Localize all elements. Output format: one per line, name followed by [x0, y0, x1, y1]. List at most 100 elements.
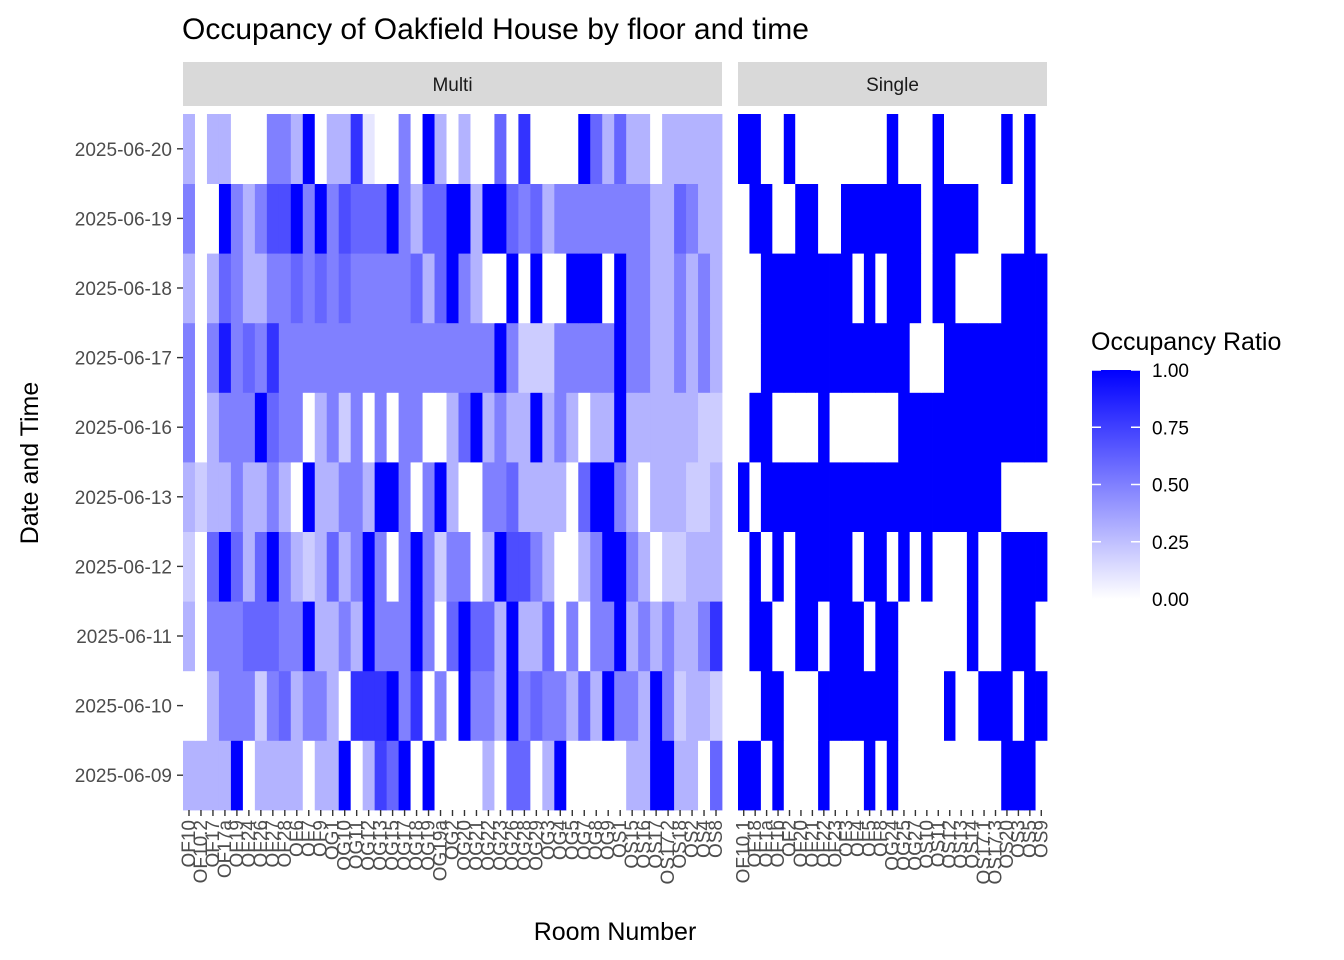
x-tick-label: OG4 — [550, 820, 571, 861]
heatmap-tile — [230, 601, 244, 672]
heatmap-tile — [749, 392, 762, 463]
heatmap-tile — [446, 114, 459, 184]
heatmap-tile — [818, 253, 830, 324]
heatmap-tile — [1024, 601, 1036, 672]
heatmap-tile — [638, 740, 651, 811]
heatmap-tile — [470, 670, 483, 741]
heatmap-tile — [921, 740, 933, 811]
heatmap-tile — [254, 392, 268, 463]
heatmap-tile — [446, 670, 459, 741]
heatmap-tile — [829, 531, 842, 602]
heatmap-tile — [772, 531, 785, 602]
heatmap-tile — [206, 392, 220, 463]
heatmap-tile — [829, 740, 842, 811]
heatmap-tile — [886, 670, 899, 741]
heatmap-tile — [362, 392, 376, 463]
heatmap-tile — [183, 183, 196, 254]
x-tick-label: OG20 — [454, 820, 475, 871]
heatmap-tile — [749, 114, 762, 184]
heatmap-tile — [1012, 462, 1025, 532]
heatmap-tile — [686, 670, 699, 741]
heatmap-tile — [254, 253, 268, 324]
heatmap-tile — [458, 740, 471, 811]
heatmap-tile — [909, 322, 922, 393]
heatmap-tile — [783, 740, 796, 811]
heatmap-tile — [674, 531, 687, 602]
x-tick-label: OG10 — [335, 820, 356, 871]
heatmap-tile — [518, 253, 531, 324]
heatmap-tile — [422, 670, 435, 741]
heatmap-tile — [398, 531, 411, 602]
heatmap-tile — [554, 253, 567, 324]
heatmap-tile — [1035, 462, 1048, 532]
heatmap-tile — [566, 183, 579, 254]
heatmap-tile — [434, 322, 447, 393]
heatmap-tile — [458, 322, 471, 393]
heatmap-tile — [410, 322, 423, 393]
heatmap-tile — [749, 322, 762, 393]
heatmap-tile — [1024, 531, 1036, 602]
heatmap-tile — [674, 253, 687, 324]
heatmap-tile — [944, 253, 956, 324]
heatmap-tile — [863, 670, 876, 741]
x-axis-title: Room Number — [534, 918, 697, 946]
heatmap-tile — [932, 183, 945, 254]
heatmap-tile — [518, 322, 531, 393]
heatmap-tile — [374, 322, 388, 393]
heatmap-tile — [978, 531, 991, 602]
heatmap-tile — [230, 183, 244, 254]
heatmap-tile — [852, 531, 865, 602]
heatmap-tile — [506, 392, 519, 463]
heatmap-tile — [818, 531, 830, 602]
heatmap-tile — [230, 253, 244, 324]
heatmap-tile — [374, 392, 388, 463]
heatmap-tile — [852, 322, 865, 393]
heatmap-tile — [566, 531, 579, 602]
heatmap-tile — [772, 253, 785, 324]
heatmap-tile — [350, 114, 364, 184]
heatmap-tile — [254, 114, 268, 184]
x-tick-label: OS10 — [917, 820, 938, 869]
x-tick-label: OG3 — [538, 820, 559, 860]
heatmap-tile — [1035, 322, 1048, 393]
heatmap-tile — [650, 183, 663, 254]
heatmap-tile — [783, 392, 796, 463]
heatmap-tile — [1001, 183, 1014, 254]
heatmap-tile — [398, 601, 411, 672]
x-tick-label: OF2 — [780, 820, 801, 857]
heatmap-tile — [966, 531, 979, 602]
heatmap-tile — [710, 253, 723, 324]
heatmap-tile — [710, 462, 723, 532]
heatmap-tile — [966, 462, 979, 532]
heatmap-tile — [362, 322, 376, 393]
heatmap-tile — [566, 601, 579, 672]
x-tick-label: OF19 — [227, 820, 248, 868]
heatmap-tile — [602, 183, 615, 254]
heatmap-tile — [518, 114, 531, 184]
x-tick-label: OF28 — [275, 820, 296, 868]
heatmap-tile — [602, 531, 615, 602]
heatmap-tile — [806, 740, 819, 811]
heatmap-tile — [886, 392, 899, 463]
heatmap-tile — [422, 462, 435, 532]
heatmap-tile — [602, 740, 615, 811]
heatmap-tile — [955, 114, 968, 184]
heatmap-tile — [966, 601, 979, 672]
heatmap-tile — [542, 322, 555, 393]
heatmap-tile — [362, 183, 376, 254]
x-tick-label: OS17 — [646, 820, 667, 869]
heatmap-tile — [554, 462, 567, 532]
heatmap-tile — [254, 462, 268, 532]
x-tick-label: OG2 — [443, 820, 464, 860]
legend-tick-label: 0.25 — [1152, 533, 1189, 554]
heatmap-tile — [710, 740, 723, 811]
heatmap-tile — [446, 253, 459, 324]
heatmap-tile — [206, 114, 220, 184]
heatmap-tile — [863, 322, 876, 393]
heatmap-tile — [266, 392, 280, 463]
heatmap-tile — [470, 183, 483, 254]
heatmap-tile — [518, 183, 531, 254]
heatmap-tile — [302, 740, 316, 811]
heatmap-tile — [350, 322, 364, 393]
heatmap-tile — [638, 114, 651, 184]
